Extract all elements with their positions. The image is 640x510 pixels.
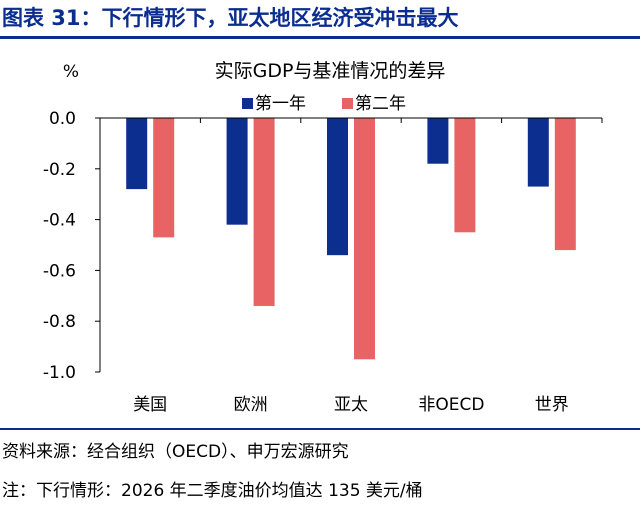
bar-year2 — [253, 118, 275, 306]
bar-year2 — [153, 118, 175, 238]
y-tick-label: -1.0 — [43, 363, 76, 383]
figure-title: 图表 31：下行情形下，亚太地区经济受冲击最大 — [2, 6, 459, 30]
bar-year2 — [554, 118, 576, 251]
bars — [126, 118, 576, 360]
x-category-label: 非OECD — [418, 395, 484, 415]
x-category-label: 亚太 — [334, 395, 368, 415]
y-axis-unit: % — [63, 62, 79, 82]
x-category-label: 世界 — [535, 395, 569, 415]
y-tick-label: -0.4 — [43, 211, 76, 231]
y-tick-label: -0.8 — [43, 312, 76, 332]
x-axis: 美国 欧洲 亚太 非OECD 世界 — [99, 117, 603, 415]
y-tick-label: -0.6 — [43, 261, 76, 281]
legend: 第一年 第二年 — [242, 94, 406, 114]
x-category-label: 美国 — [133, 395, 167, 415]
title-rule — [0, 36, 640, 39]
legend-swatch — [342, 98, 353, 109]
footnote: 注：下行情形：2026 年二季度油价均值达 135 美元/桶 — [2, 481, 423, 501]
chart-title: 实际GDP与基准情况的差异 — [215, 60, 446, 82]
bar-year1 — [527, 118, 549, 187]
bar-year1 — [427, 118, 449, 164]
legend-swatch — [242, 98, 253, 109]
legend-label: 第二年 — [355, 94, 406, 114]
footer-rule — [0, 428, 640, 430]
source-note: 资料来源：经合组织（OECD）、申万宏源研究 — [2, 442, 349, 462]
bar-year1 — [126, 118, 148, 190]
y-tick-label: -0.2 — [43, 160, 76, 180]
legend-label: 第一年 — [255, 94, 306, 114]
x-category-label: 欧洲 — [234, 395, 268, 415]
bar-year2 — [354, 118, 375, 360]
bar-chart: % 实际GDP与基准情况的差异 第一年 第二年 0.0 -0.2 -0.4 -0.6 -0… — [43, 60, 603, 415]
bar-year1 — [327, 118, 348, 256]
bar-year2 — [454, 118, 476, 233]
y-tick-label: 0.0 — [49, 109, 76, 129]
y-axis: 0.0 -0.2 -0.4 -0.6 -0.8 -1.0 — [43, 109, 101, 383]
bar-year1 — [226, 118, 248, 225]
